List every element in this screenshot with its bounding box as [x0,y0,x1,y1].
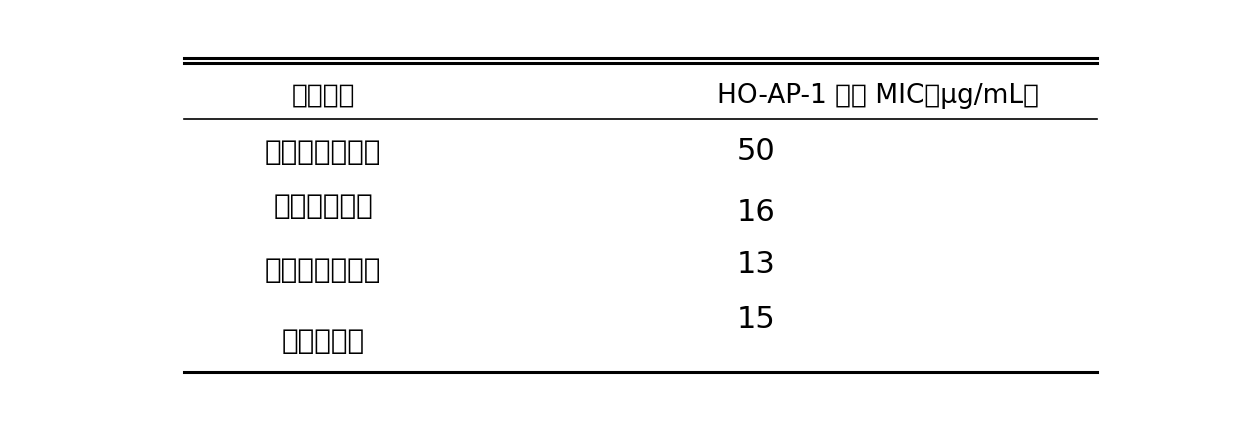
Text: 13: 13 [737,250,775,279]
Text: HO-AP-1 多肽 MIC（μg/mL）: HO-AP-1 多肽 MIC（μg/mL） [717,83,1039,108]
Text: 50: 50 [737,137,775,166]
Text: 副溶血弧菌: 副溶血弧菌 [281,326,365,354]
Text: 金黄色葡萄糖菌: 金黄色葡萄糖菌 [265,137,382,165]
Text: 嗜水气单胞菌: 嗜水气单胞菌 [273,191,373,219]
Text: 迟缓爱德华氏菌: 迟缓爱德华氏菌 [265,255,382,283]
Text: 16: 16 [737,197,775,226]
Text: 试验菌株: 试验菌株 [291,83,355,108]
Text: 15: 15 [737,304,775,333]
